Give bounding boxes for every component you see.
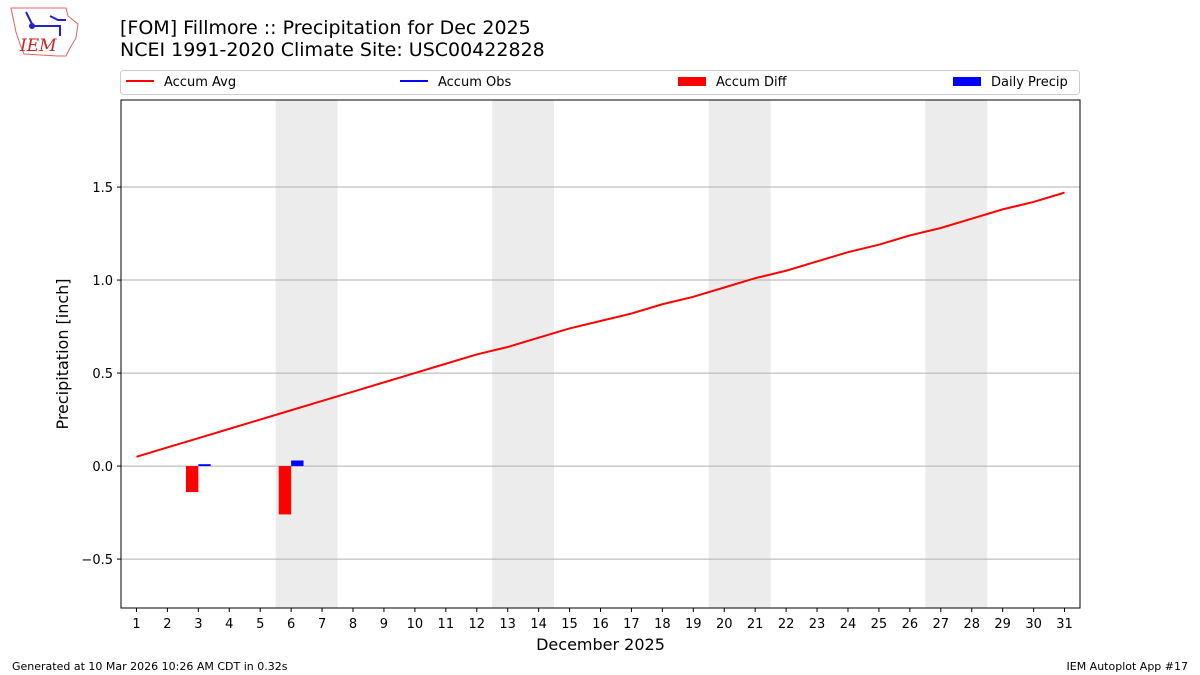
y-tick-label: 1.0 <box>92 274 113 289</box>
x-tick-label: 30 <box>1025 617 1042 632</box>
x-tick-label: 20 <box>716 617 733 632</box>
x-axis-label: December 2025 <box>536 635 665 654</box>
x-tick-label: 1 <box>132 617 140 632</box>
x-tick-label: 24 <box>840 617 857 632</box>
svg-text:IEM: IEM <box>19 36 57 56</box>
legend-swatch <box>678 77 706 86</box>
legend <box>120 70 1080 95</box>
plot-frame <box>120 99 1081 609</box>
x-tick-label: 9 <box>380 617 388 632</box>
weekend-shade <box>275 100 338 608</box>
x-tick-label: 4 <box>225 617 233 632</box>
x-tick-label: 27 <box>933 617 950 632</box>
x-tick-label: 21 <box>747 617 764 632</box>
x-tick-label: 10 <box>407 617 424 632</box>
y-axis-label: Precipitation [inch] <box>53 278 72 429</box>
x-tick-label: 16 <box>592 617 609 632</box>
title-line-1: [FOM] Fillmore :: Precipitation for Dec … <box>120 17 531 39</box>
x-tick-label: 23 <box>809 617 826 632</box>
x-tick-label: 11 <box>438 617 455 632</box>
x-tick-label: 13 <box>499 617 516 632</box>
weekend-shade <box>925 100 988 608</box>
y-tick-label: 1.5 <box>92 181 113 196</box>
x-tick-label: 25 <box>871 617 888 632</box>
x-tick-label: 17 <box>623 617 640 632</box>
footer-generated: Generated at 10 Mar 2026 10:26 AM CDT in… <box>12 660 288 673</box>
x-tick-label: 3 <box>194 617 202 632</box>
x-tick-label: 18 <box>654 617 671 632</box>
x-tick-label: 29 <box>994 617 1011 632</box>
x-tick-label: 14 <box>530 617 547 632</box>
x-tick-label: 15 <box>561 617 578 632</box>
x-tick-label: 2 <box>163 617 171 632</box>
x-tick-label: 6 <box>287 617 295 632</box>
x-tick-label: 26 <box>902 617 919 632</box>
footer-app: IEM Autoplot App #17 <box>1066 660 1189 673</box>
legend-label: Accum Avg <box>164 75 236 90</box>
x-tick-label: 7 <box>318 617 326 632</box>
x-tick-label: 8 <box>349 617 357 632</box>
daily-precip-bar <box>198 464 211 467</box>
legend-label: Daily Precip <box>991 75 1068 90</box>
x-tick-label: 5 <box>256 617 264 632</box>
chart-title: [FOM] Fillmore :: Precipitation for Dec … <box>120 17 545 61</box>
x-tick-label: 19 <box>685 617 702 632</box>
weekend-shade <box>492 100 555 608</box>
x-tick-label: 28 <box>963 617 980 632</box>
legend-label: Accum Diff <box>716 75 788 90</box>
title-line-2: NCEI 1991-2020 Climate Site: USC00422828 <box>120 39 545 61</box>
accum-diff-bar <box>278 466 292 515</box>
x-tick-label: 31 <box>1056 617 1073 632</box>
legend-label: Accum Obs <box>438 75 511 90</box>
accum-avg-line <box>136 191 1065 458</box>
y-tick-label: 0.0 <box>92 460 113 475</box>
x-tick-label: 12 <box>468 617 485 632</box>
y-tick-label: 0.5 <box>92 367 113 382</box>
y-tick-label: −0.5 <box>81 553 113 568</box>
accum-diff-bar <box>185 466 199 493</box>
weekend-shade <box>708 100 771 608</box>
daily-precip-bar <box>291 460 304 467</box>
iem-logo: IEM <box>10 7 79 57</box>
x-tick-label: 22 <box>778 617 795 632</box>
legend-swatch <box>953 77 981 86</box>
